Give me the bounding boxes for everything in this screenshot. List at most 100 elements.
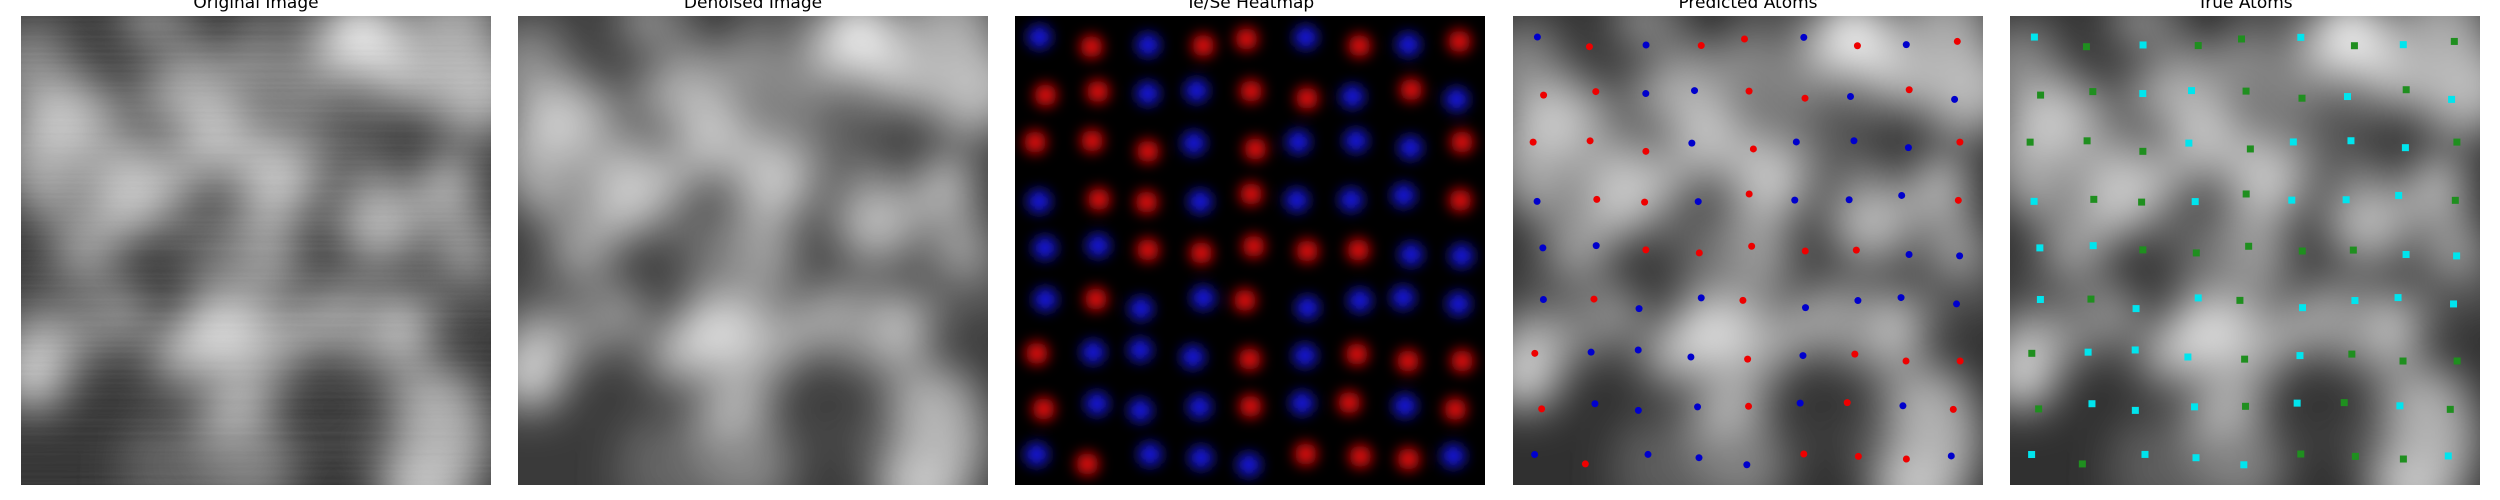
true-atom xyxy=(2082,43,2090,51)
predicted-atom xyxy=(1850,137,1858,145)
true-atom xyxy=(2394,294,2402,302)
panel-title: Denoised Image xyxy=(684,0,822,13)
predicted-atom xyxy=(1743,461,1751,469)
predicted-atom xyxy=(1949,405,1957,413)
predicted-atom xyxy=(1644,450,1652,458)
predicted-atom xyxy=(1792,138,1800,146)
predicted-atom xyxy=(1538,405,1546,413)
predicted-atom xyxy=(1642,246,1650,254)
predicted-atom xyxy=(1748,242,1756,250)
true-atom xyxy=(2078,460,2086,468)
true-atom xyxy=(2448,95,2456,103)
panel xyxy=(21,16,491,485)
predicted-atom xyxy=(1898,191,1906,199)
true-atom xyxy=(2035,405,2043,413)
true-atom xyxy=(2132,305,2140,313)
predicted-atom xyxy=(1695,454,1703,462)
predicted-atom xyxy=(1694,403,1702,411)
predicted-atom xyxy=(1531,349,1539,357)
panel-title: Predicted Atoms xyxy=(1678,0,1817,13)
predicted-atom xyxy=(1590,295,1598,303)
predicted-atom xyxy=(1691,87,1699,95)
true-atom xyxy=(2242,87,2250,95)
true-atom xyxy=(2350,42,2358,50)
true-atom xyxy=(2298,94,2306,102)
predicted-atom xyxy=(1749,145,1757,153)
true-atom xyxy=(2293,399,2301,407)
predicted-atom xyxy=(1800,450,1808,458)
predicted-atom xyxy=(1744,355,1752,363)
predicted-atom xyxy=(1591,400,1599,408)
true-atom xyxy=(2340,399,2348,407)
panel-title: True Atoms xyxy=(2196,0,2292,13)
predicted-atom xyxy=(1745,87,1753,95)
true-atom xyxy=(2348,350,2356,358)
predicted-atom xyxy=(1695,249,1703,257)
true-atom xyxy=(2395,191,2403,199)
predicted-atom xyxy=(1800,33,1808,41)
predicted-atom xyxy=(1791,196,1799,204)
true-atom xyxy=(2296,352,2304,360)
true-atom xyxy=(2192,249,2200,257)
true-atom xyxy=(2241,355,2249,363)
true-atom xyxy=(2191,403,2199,411)
true-atom xyxy=(2242,190,2250,198)
predicted-atom xyxy=(1642,90,1650,98)
true-atom xyxy=(2246,145,2254,153)
true-atom xyxy=(2131,406,2139,414)
true-atom xyxy=(2399,455,2407,463)
predicted-atom xyxy=(1852,246,1860,254)
true-atom xyxy=(2026,138,2034,146)
predicted-atom xyxy=(1847,93,1855,101)
true-atom xyxy=(2351,297,2359,305)
true-atom xyxy=(2139,147,2147,155)
true-atom xyxy=(2402,250,2410,258)
predicted-atom xyxy=(1801,94,1809,102)
predicted-atom xyxy=(1843,399,1851,407)
predicted-atom xyxy=(1851,350,1859,358)
true-atom xyxy=(2444,452,2452,460)
true-atom xyxy=(2450,37,2458,45)
panel xyxy=(1483,0,2017,500)
true-atom xyxy=(2037,91,2045,99)
true-atom xyxy=(2139,90,2147,98)
predicted-atom xyxy=(1539,296,1547,304)
predicted-atom xyxy=(1592,242,1600,250)
predicted-atom xyxy=(1635,305,1643,313)
predicted-atom xyxy=(1953,300,1961,308)
true-atom xyxy=(2028,349,2036,357)
predicted-atom xyxy=(1905,86,1913,94)
predicted-atom xyxy=(1853,42,1861,50)
predicted-atom xyxy=(1634,406,1642,414)
predicted-atom xyxy=(1897,294,1905,302)
true-atom xyxy=(2453,252,2461,260)
predicted-atom xyxy=(1956,252,1964,260)
predicted-atom xyxy=(1529,138,1537,146)
true-atom xyxy=(2351,452,2359,460)
predicted-atom xyxy=(1539,244,1547,252)
true-atom xyxy=(2240,461,2248,469)
true-atom xyxy=(2451,196,2459,204)
predicted-atom xyxy=(1533,33,1541,41)
predicted-atom xyxy=(1697,294,1705,302)
true-atom xyxy=(2453,357,2461,365)
predicted-atom xyxy=(1905,250,1913,258)
predicted-atom xyxy=(1634,346,1642,354)
true-atom xyxy=(2450,300,2458,308)
true-atom xyxy=(2344,93,2352,101)
image xyxy=(1980,0,2500,500)
true-atom xyxy=(2089,242,2097,250)
predicted-atom xyxy=(1947,452,1955,460)
predicted-atom xyxy=(1641,198,1649,206)
panel xyxy=(518,16,988,485)
scan-noise xyxy=(21,16,491,485)
true-atom xyxy=(2141,450,2149,458)
true-atom xyxy=(2139,41,2147,49)
true-atom xyxy=(2342,196,2350,204)
true-atom xyxy=(2087,295,2095,303)
predicted-atom xyxy=(1593,195,1601,203)
true-atom xyxy=(2288,196,2296,204)
true-atom xyxy=(2036,296,2044,304)
predicted-atom xyxy=(1854,452,1862,460)
predicted-atom xyxy=(1642,41,1650,49)
